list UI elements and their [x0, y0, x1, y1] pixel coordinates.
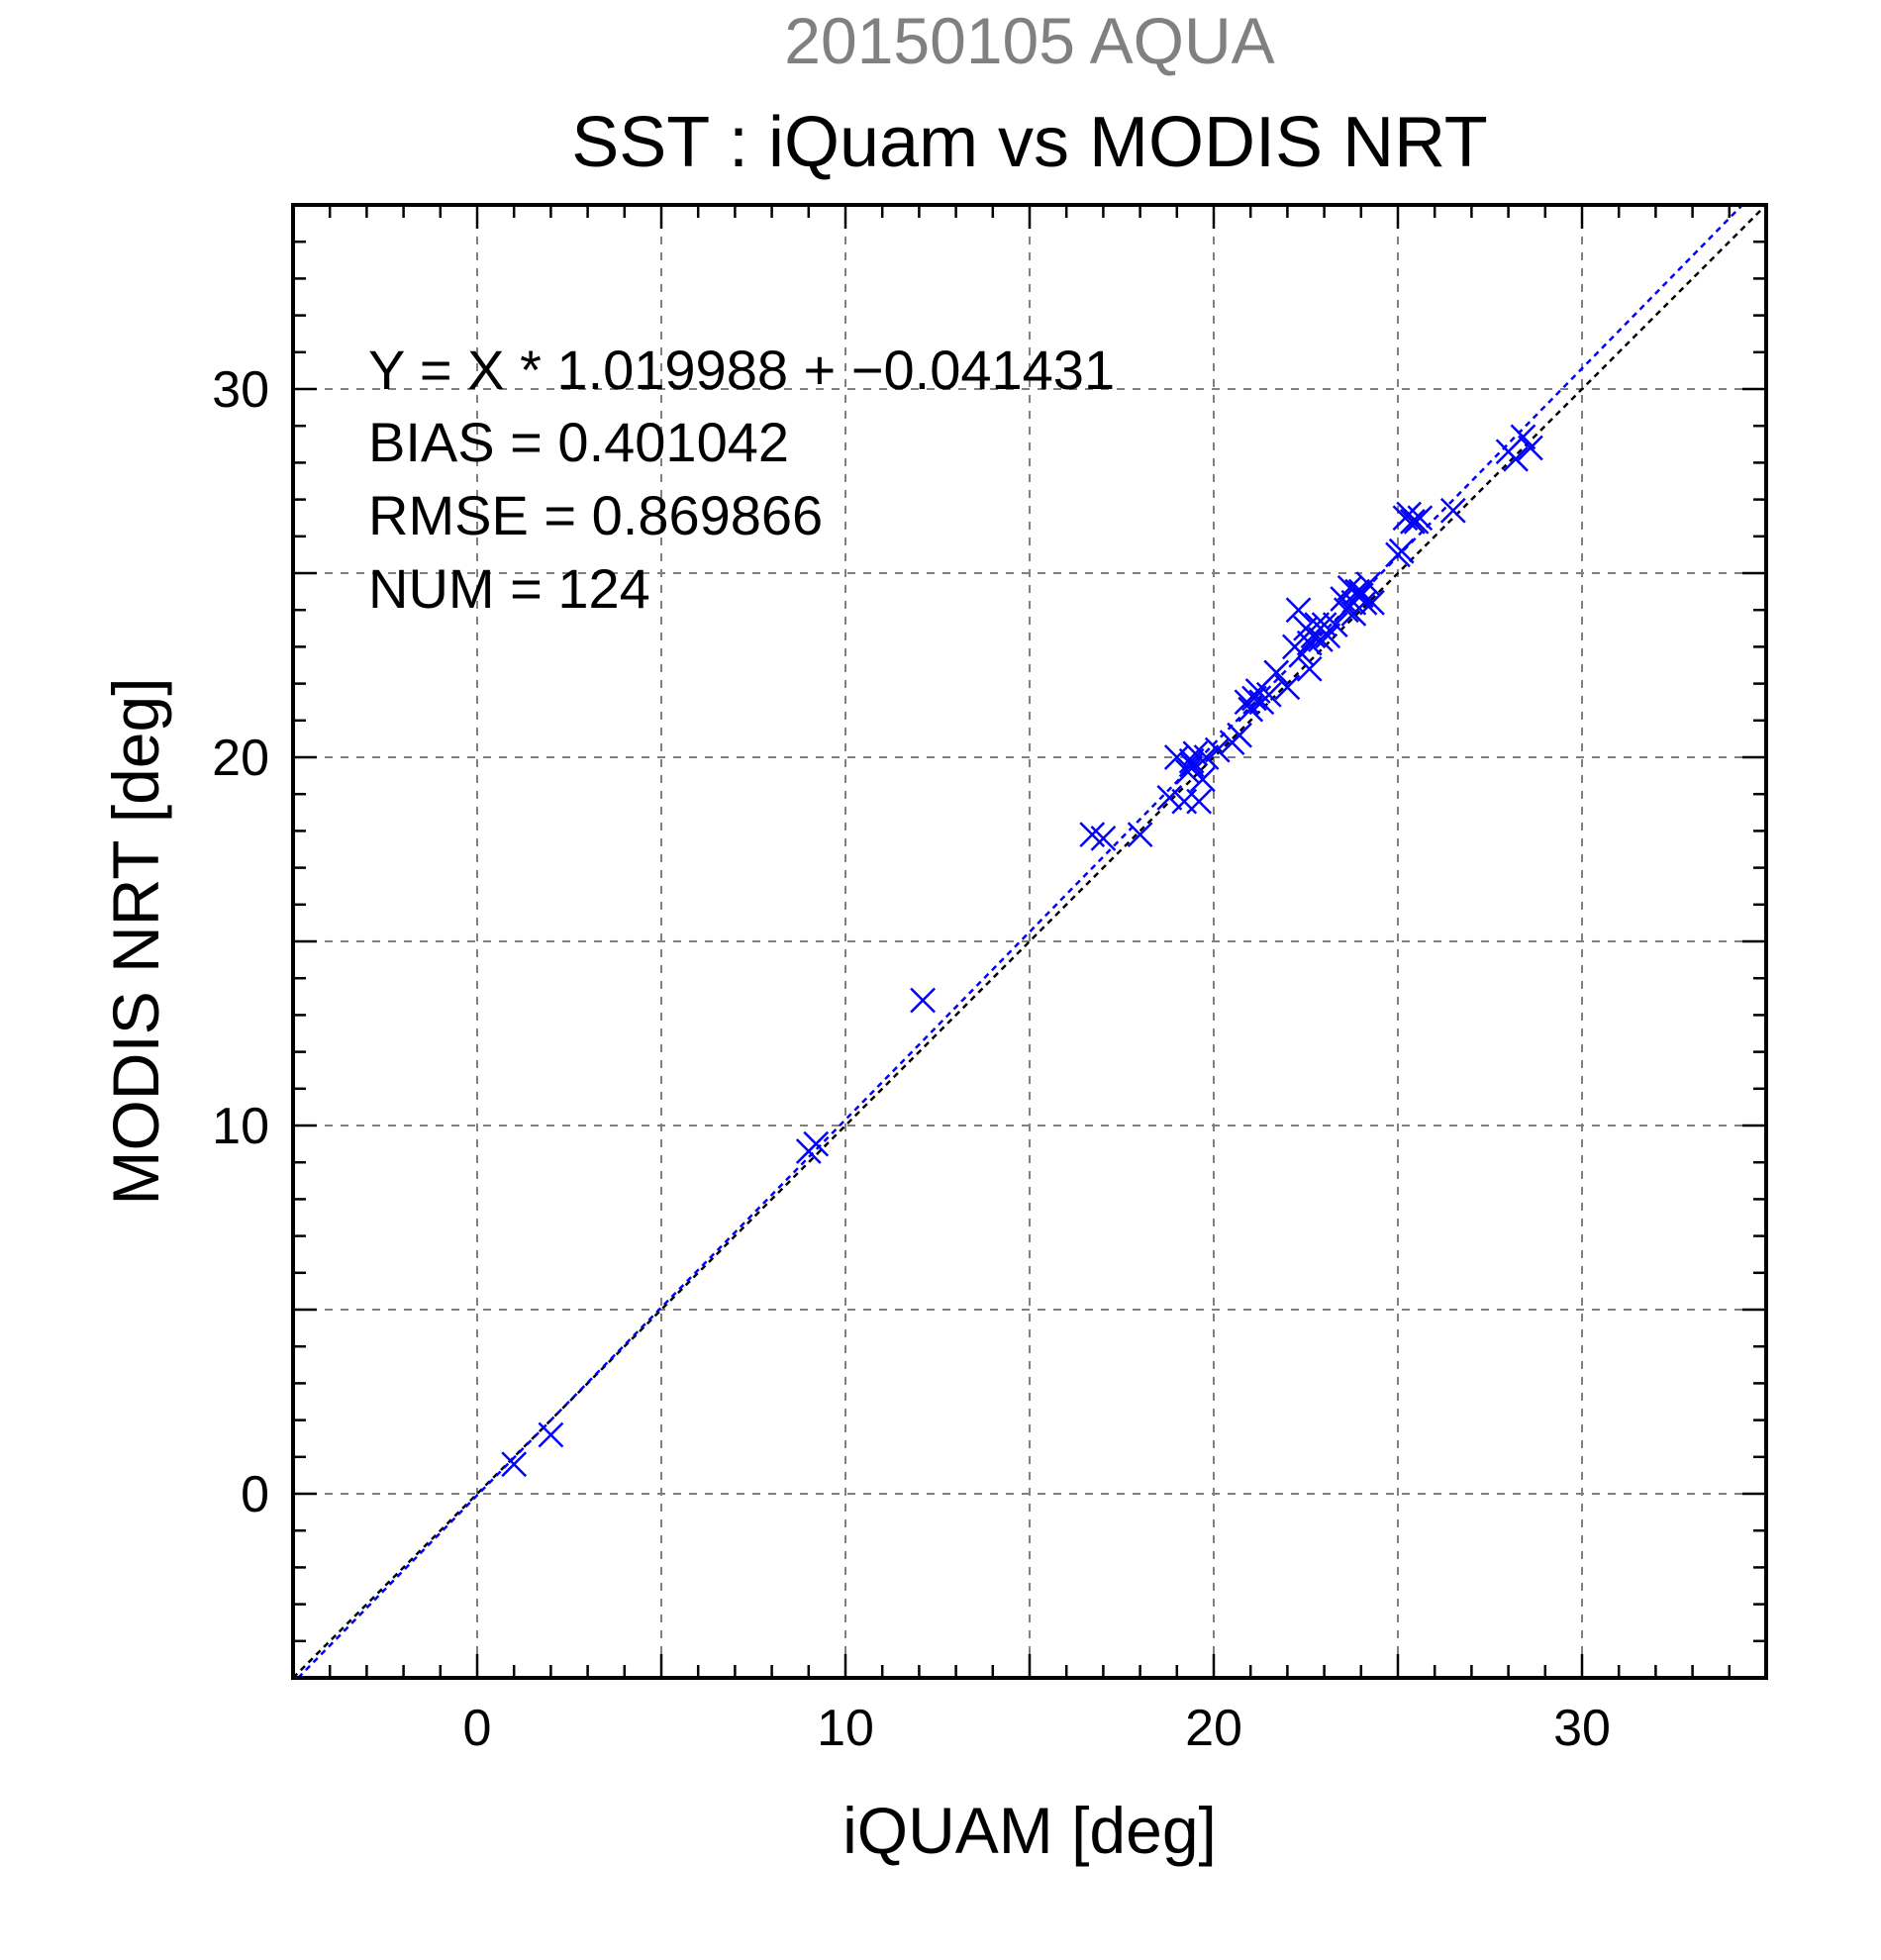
data-point	[1178, 747, 1205, 774]
data-point	[1322, 612, 1348, 637]
num-value: NUM = 124	[368, 557, 650, 620]
fit-equation: Y = X * 1.019988 + −0.041431	[368, 339, 1115, 401]
data-point	[1171, 788, 1198, 815]
bias-value: BIAS = 0.401042	[368, 411, 789, 473]
y-axis-label: MODIS NRT [deg]	[99, 677, 172, 1205]
tick-labels: 0 10 20 30 0 10 20 30	[212, 361, 1611, 1757]
data-point	[1347, 582, 1374, 609]
data-point	[1090, 825, 1117, 851]
data-point	[1127, 822, 1153, 848]
data-point	[538, 1421, 564, 1448]
chart-title-top: 20150105 AQUA	[784, 4, 1274, 77]
y-tick-label: 0	[241, 1466, 269, 1523]
plot-frame	[291, 203, 1768, 1680]
x-tick-label: 10	[817, 1700, 874, 1757]
data-point	[1189, 766, 1216, 793]
y-tick-label: 10	[212, 1098, 269, 1155]
x-tick-label: 20	[1185, 1700, 1242, 1757]
data-point	[1227, 722, 1252, 748]
data-point	[1255, 681, 1282, 708]
data-point	[1285, 597, 1312, 624]
data-point	[1439, 497, 1466, 524]
y-tick-label: 30	[212, 361, 269, 419]
data-point	[1204, 736, 1231, 763]
data-point	[803, 1130, 830, 1157]
data-point	[1156, 785, 1183, 811]
data-point	[1315, 623, 1341, 649]
data-point	[1355, 571, 1382, 598]
data-point	[1186, 788, 1213, 815]
data-point	[1518, 435, 1543, 461]
data-point	[1359, 589, 1385, 616]
data-point	[1388, 538, 1415, 564]
data-point	[1399, 509, 1426, 535]
x-tick-label: 0	[463, 1700, 492, 1757]
data-point	[1263, 659, 1290, 686]
y-tick-label: 20	[212, 730, 269, 787]
data-point	[1407, 505, 1434, 532]
data-point	[1193, 744, 1220, 770]
data-point	[1289, 640, 1316, 667]
x-tick-label: 30	[1553, 1700, 1611, 1757]
chart-title: SST : iQuam vs MODIS NRT	[571, 103, 1488, 182]
data-point	[1274, 674, 1301, 701]
data-point	[910, 987, 937, 1014]
data-point	[1296, 655, 1323, 682]
data-point	[1340, 601, 1367, 627]
reference-lines	[292, 204, 1767, 1679]
data-points	[501, 424, 1543, 1478]
data-point	[1510, 424, 1536, 450]
data-point	[501, 1451, 528, 1478]
grid-lines	[293, 205, 1766, 1678]
stats-annotation: Y = X * 1.019988 + −0.041431 BIAS = 0.40…	[368, 339, 1115, 620]
identity-line	[292, 204, 1767, 1679]
data-point	[1503, 445, 1529, 472]
x-axis-label: iQUAM [deg]	[842, 1794, 1217, 1867]
data-point	[1241, 685, 1267, 712]
rmse-value: RMSE = 0.869866	[368, 484, 823, 546]
